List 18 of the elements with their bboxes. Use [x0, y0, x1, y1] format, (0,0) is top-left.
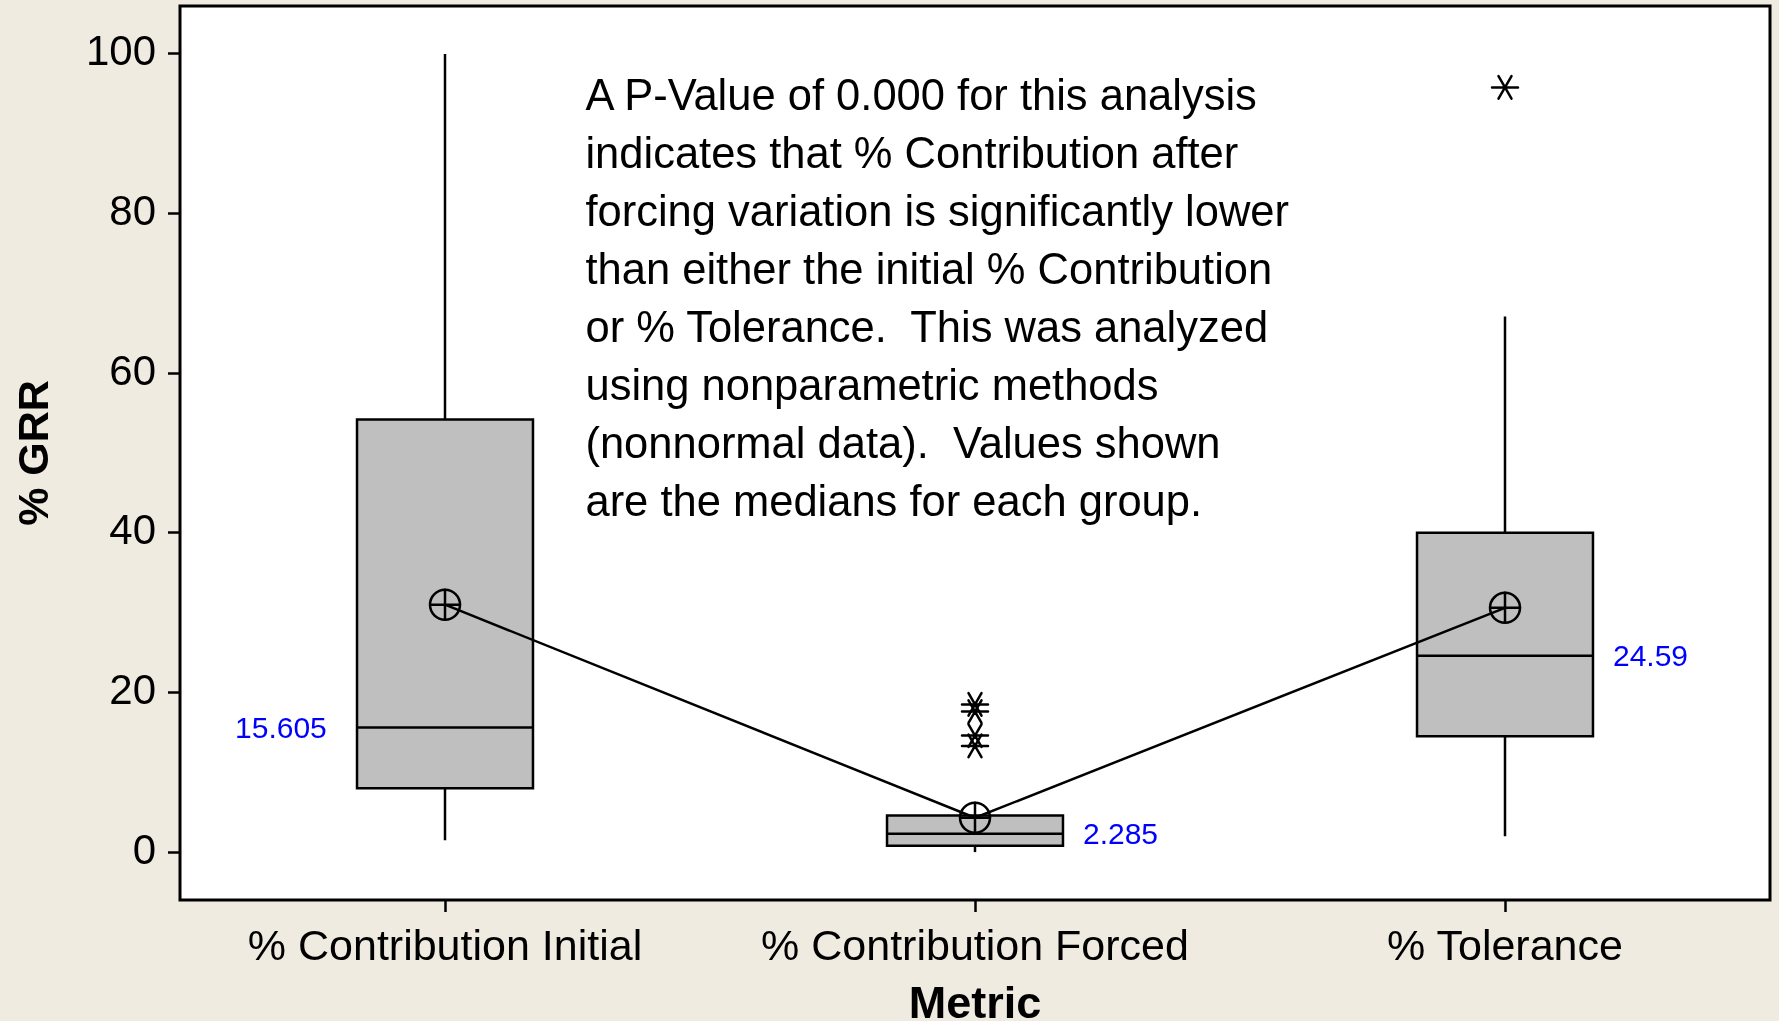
point	[958, 801, 992, 835]
annotation: 24.59	[1612, 638, 1689, 672]
annotation: 2.285	[1082, 816, 1159, 850]
x-tick-label: % Tolerance	[1387, 920, 1623, 969]
point	[428, 588, 462, 621]
annotation: A P-Value of 0.000 for this analysis indicates that % Contribution after forcing variation is significantly lower than either the initial % Contribution or % Tolerance. This was analyzed using nonparametric methods (nonnormal data). Values shown are the medians for each group.	[585, 70, 1290, 527]
annotation: 15.605	[235, 710, 327, 744]
y-tick-label: 20	[109, 666, 156, 714]
y-tick-label: 100	[85, 27, 156, 75]
y-axis-title: % GRR	[8, 380, 57, 526]
point	[1488, 591, 1522, 625]
x-tick-label: % Contribution Initial	[247, 920, 643, 969]
y-tick-label: 60	[109, 346, 156, 394]
y-tick-label: 80	[109, 187, 156, 235]
x-tick-label: % Contribution Forced	[761, 920, 1189, 969]
y-tick-label: 40	[109, 506, 156, 554]
x-axis-title: Metric	[908, 976, 1042, 1021]
y-tick-label: 0	[132, 825, 156, 873]
